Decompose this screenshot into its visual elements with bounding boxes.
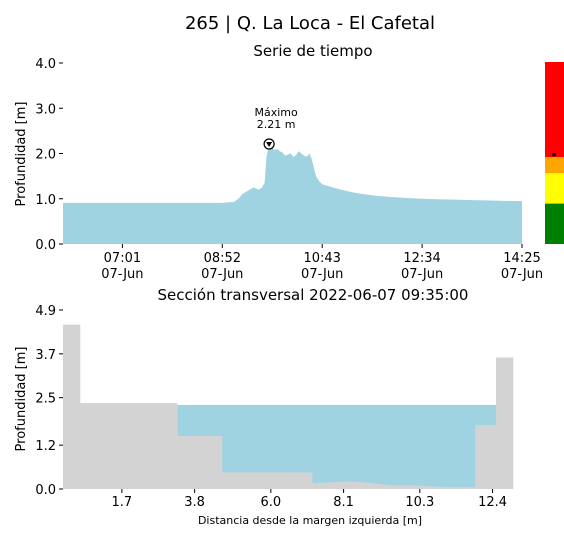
time-series-chart: Serie de tiempo Profundidad [m] 0.0 1.0 2.… — [14, 42, 564, 282]
time-series-axes: 0.01.02.03.04.007:0107-Jun08:5207-Jun10:… — [35, 57, 543, 282]
ground-profile — [63, 324, 514, 489]
y-tick-label: 0.0 — [35, 238, 56, 253]
y-tick-label: 4.0 — [35, 57, 56, 72]
x-tick-label: 12.4 — [478, 495, 507, 510]
time-series-ylabel: Profundidad [m] — [14, 102, 29, 207]
x-tick-date: 07-Jun — [401, 267, 443, 282]
depth-area-series — [63, 144, 522, 244]
y-tick-label: 1.0 — [35, 193, 56, 208]
status-marker — [552, 152, 556, 157]
x-tick-label: 10.3 — [405, 495, 434, 510]
cross-section-area-group — [63, 324, 514, 489]
x-tick-date: 07-Jun — [501, 267, 543, 282]
cross-section-title: Sección transversal 2022-06-07 09:35:00 — [158, 286, 469, 304]
status-segment — [545, 203, 564, 244]
x-tick-time: 10:43 — [303, 251, 340, 266]
maximum-annotation: Máximo 2.21 m — [254, 106, 298, 150]
cross-section-chart: Sección transversal 2022-06-07 09:35:00 … — [14, 286, 514, 527]
figure-title: 265 | Q. La Loca - El Cafetal — [185, 13, 435, 34]
x-tick-label: 3.8 — [184, 495, 205, 510]
maximum-label: Máximo — [254, 106, 298, 119]
x-tick-time: 07:01 — [104, 251, 141, 266]
y-tick-label: 1.2 — [35, 439, 56, 454]
y-tick-label: 4.9 — [35, 304, 56, 319]
y-tick-label: 2.5 — [35, 392, 56, 407]
x-tick-time: 12:34 — [403, 251, 440, 266]
status-segment — [545, 62, 564, 158]
x-tick-time: 14:25 — [503, 251, 540, 266]
status-segment — [545, 157, 564, 174]
y-tick-label: 3.7 — [35, 348, 56, 363]
cross-section-ylabel: Profundidad [m] — [14, 347, 29, 452]
x-tick-date: 07-Jun — [201, 267, 243, 282]
x-tick-label: 6.0 — [261, 495, 282, 510]
x-tick-label: 8.1 — [333, 495, 354, 510]
time-series-area-group — [63, 144, 522, 244]
cross-section-xlabel: Distancia desde la margen izquierda [m] — [198, 514, 422, 527]
time-series-title: Serie de tiempo — [253, 42, 372, 60]
x-tick-date: 07-Jun — [301, 267, 343, 282]
cross-section-axes: 0.0 1.2 2.5 3.7 4.9 1.7 3.8 6.0 8.1 10.3 12.4 — [35, 304, 507, 510]
status-bar — [545, 62, 564, 244]
x-tick-time: 08:52 — [204, 251, 241, 266]
maximum-value-text: 2.21 m — [257, 118, 296, 131]
status-segment — [545, 173, 564, 204]
x-tick-label: 1.7 — [112, 495, 133, 510]
y-tick-label: 3.0 — [35, 102, 56, 117]
y-tick-label: 0.0 — [35, 483, 56, 498]
maximum-marker-triangle — [266, 141, 273, 147]
x-tick-date: 07-Jun — [101, 267, 143, 282]
y-tick-label: 2.0 — [35, 148, 56, 163]
